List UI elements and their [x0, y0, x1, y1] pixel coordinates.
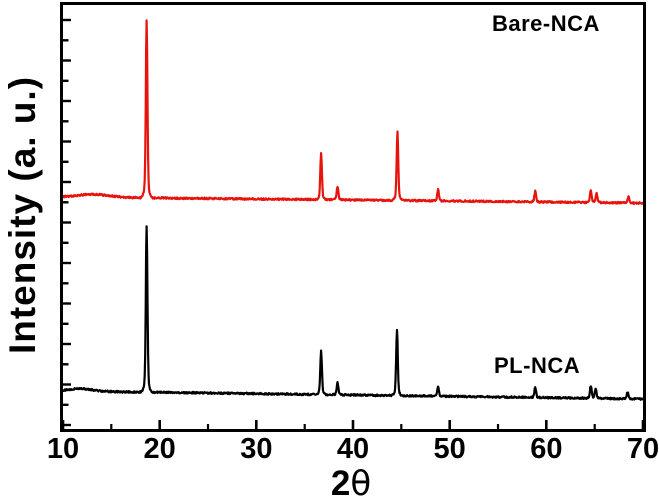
x-tick-label-50: 50 [433, 433, 466, 465]
plot-area [60, 2, 646, 432]
curve-bare-nca [63, 19, 643, 205]
x-tick-label-40: 40 [336, 433, 370, 465]
x-tick-label-60: 60 [530, 433, 563, 465]
x-axis-tick-labels: 10 20 30 40 50 60 70 [0, 433, 659, 467]
x-tick-label-10: 10 [46, 433, 80, 465]
y-axis-label: Intensity (a. u.) [2, 75, 43, 355]
xrd-plot [63, 18, 643, 429]
series-label-pl-nca: PL-NCA [494, 353, 581, 378]
x-tick-label-20: 20 [143, 433, 176, 465]
curve-pl-nca [63, 225, 643, 401]
xlabel-number: 2 [330, 464, 351, 503]
x-axis-label: 2θ [331, 464, 371, 504]
series-label-bare-nca: Bare-NCA [492, 11, 600, 36]
x-tick-label-30: 30 [240, 433, 273, 465]
x-tick-label-70: 70 [626, 433, 659, 465]
xlabel-theta-symbol: θ [350, 464, 372, 504]
